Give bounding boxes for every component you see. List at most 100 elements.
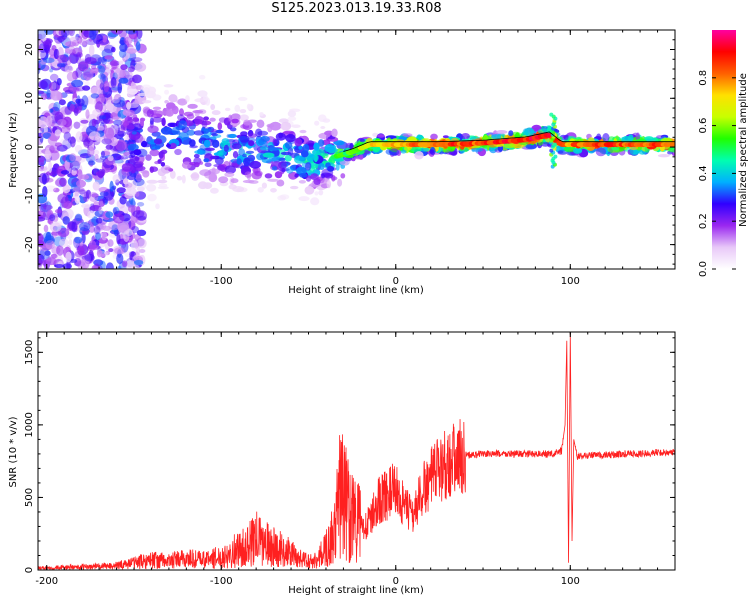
y-tick-label: -20 xyxy=(24,236,35,252)
spectrogram-cell xyxy=(177,114,185,121)
spectrogram-cell xyxy=(46,89,51,98)
spectrogram-cell xyxy=(102,196,109,203)
spectrogram-cell xyxy=(259,112,264,116)
spectrogram-cell xyxy=(324,144,335,153)
spectrogram-cell xyxy=(236,158,242,165)
spectrogram-cell xyxy=(74,195,81,204)
spectrogram-cell xyxy=(115,68,124,79)
spectrogram-cell xyxy=(66,71,75,82)
spectrogram-cell xyxy=(97,125,105,131)
y-tick-label: 1000 xyxy=(24,412,35,437)
spectrogram-cell xyxy=(495,130,508,134)
spectrogram-cell xyxy=(69,153,77,162)
spectrogram-cell xyxy=(109,60,120,66)
spectrogram-cell xyxy=(99,191,109,197)
spectrogram-cell xyxy=(49,144,60,154)
spectrogram-cell xyxy=(166,102,176,109)
spectrogram-cell xyxy=(71,79,84,88)
spectrogram-cell xyxy=(116,253,124,265)
spectrogram-cell xyxy=(260,135,270,142)
spectrogram-cell xyxy=(92,109,101,117)
spectrogram-cell xyxy=(142,100,152,104)
spectrogram-cell xyxy=(272,138,278,147)
spectrogram-cell xyxy=(115,155,124,160)
spectrogram-cell xyxy=(74,250,87,258)
spectrogram-cell xyxy=(87,146,95,157)
spectrogram-cell xyxy=(301,150,309,158)
spectrogram-cell xyxy=(60,30,70,38)
colorbar-label: Normalized spectral amplitude xyxy=(738,73,749,227)
spectrogram-cell xyxy=(69,136,76,148)
x-tick-label: 100 xyxy=(561,576,580,587)
spectrogram-cell xyxy=(54,142,63,147)
spectrogram-cell xyxy=(75,98,81,104)
spectrogram-cell xyxy=(215,129,224,134)
spectrogram-cell xyxy=(280,121,292,131)
spectrogram-cell xyxy=(95,217,103,224)
snr-frame xyxy=(37,331,676,571)
spectrogram-cell xyxy=(69,103,75,112)
spectrogram-cell xyxy=(669,147,675,153)
spectrogram-cell xyxy=(169,142,177,149)
spectrogram-cell xyxy=(112,97,120,104)
spectrogram-cell xyxy=(318,189,324,196)
spectrogram-cell xyxy=(656,135,665,139)
spectrogram-cell xyxy=(126,48,137,54)
spectrogram-cell xyxy=(127,143,139,151)
spectrogram-cell xyxy=(316,148,325,157)
spectrogram-cell xyxy=(248,180,259,184)
spectrogram-cell xyxy=(152,106,162,111)
y-tick-label: 500 xyxy=(24,488,35,507)
spectrogram-cell xyxy=(49,68,54,73)
spectrogram-cell xyxy=(218,176,229,184)
spectrogram-cell xyxy=(119,39,127,45)
spectrogram-cell xyxy=(58,99,66,106)
spectrogram-cell xyxy=(525,143,537,150)
spectrogram-cell xyxy=(155,145,161,150)
spectrogram-cell xyxy=(136,30,143,39)
y-tick-label: 20 xyxy=(24,43,35,56)
spectrogram-cell xyxy=(38,159,45,166)
spectrogram-cell xyxy=(291,124,301,128)
spectrogram-cell xyxy=(237,96,248,101)
spectrogram-cell xyxy=(240,131,248,137)
spectrogram-cell xyxy=(304,186,315,195)
spectrogram-cell xyxy=(294,173,299,178)
spectrogram-cell xyxy=(190,173,200,179)
spectrogram-cell xyxy=(209,117,216,122)
spectrogram-cell xyxy=(45,240,55,250)
spectrogram-cell xyxy=(289,108,301,113)
spectrogram-cell xyxy=(123,178,129,185)
spectrogram-cell xyxy=(64,89,73,94)
spectrogram-cell xyxy=(69,36,81,43)
spectrogram-cell xyxy=(52,80,60,91)
spectrogram-cell xyxy=(74,144,82,153)
spectrogram-cell xyxy=(238,148,246,156)
spectrogram-cell xyxy=(243,157,251,167)
spectrogram-cell xyxy=(133,259,144,266)
spectrogram-cell xyxy=(410,146,422,153)
spectrogram-y-label: Frequency (Hz) xyxy=(8,112,19,188)
spectrogram-cell xyxy=(287,116,297,121)
colorbar-tick-label: 0.0 xyxy=(698,261,709,277)
spectrogram-cell xyxy=(314,191,319,196)
spectrogram-cell xyxy=(419,147,430,152)
spectrogram-cell xyxy=(52,82,57,90)
spectrogram-cell xyxy=(68,239,73,246)
spectrogram-cell xyxy=(274,171,283,179)
spectrogram-cell xyxy=(67,136,76,144)
spectrogram-cell xyxy=(179,108,184,117)
spectrogram-cell xyxy=(305,175,312,182)
spectrogram-cell xyxy=(164,167,172,171)
spectrogram-cell xyxy=(47,135,58,146)
spectrogram-cell xyxy=(296,166,307,175)
spectrogram-cell xyxy=(78,38,89,46)
spectrogram-cell xyxy=(110,59,118,70)
spectrogram-cell xyxy=(275,132,287,141)
spectrogram-cell xyxy=(90,93,100,99)
spectrogram-cell xyxy=(113,99,126,108)
spectrogram-cell xyxy=(187,103,198,109)
spectrogram-cell xyxy=(134,234,141,241)
